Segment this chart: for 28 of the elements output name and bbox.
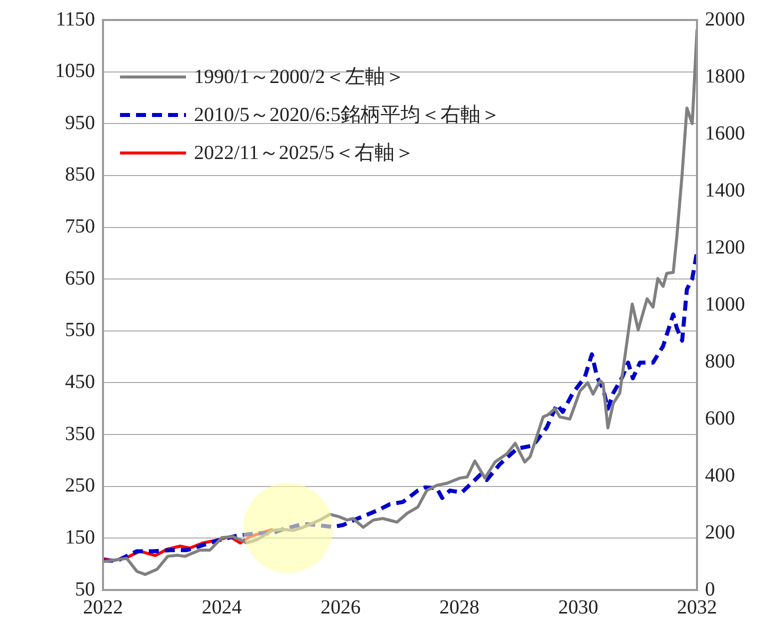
- y-tick-label: 1050: [55, 60, 95, 82]
- y2-tick-label: 400: [705, 464, 735, 486]
- x-tick-label: 2028: [439, 596, 480, 618]
- y-tick-label: 250: [65, 474, 95, 497]
- x-tick-label: 2024: [202, 596, 242, 618]
- y-tick-label: 750: [65, 216, 95, 238]
- legend-label: 2010/5～2020/6:5銘柄平均＜右軸＞: [194, 103, 501, 128]
- y-tick-label: 850: [65, 164, 95, 186]
- y2-tick-label: 1400: [705, 179, 745, 202]
- y-tick-label: 650: [65, 267, 95, 290]
- y2-tick-label: 2000: [705, 8, 745, 30]
- x-tick-label: 2030: [558, 596, 598, 618]
- x-tick-label: 2026: [320, 596, 361, 618]
- legend-label: 2022/11～2025/5＜右軸＞: [194, 141, 414, 166]
- y-tick-label: 1150: [56, 8, 95, 30]
- y2-tick-label: 200: [705, 521, 735, 544]
- y-tick-label: 150: [65, 526, 95, 548]
- legend-label: 1990/1～2000/2＜左軸＞: [194, 65, 406, 90]
- y2-tick-label: 600: [705, 407, 735, 430]
- y2-tick-label: 1200: [705, 236, 745, 258]
- y2-tick-label: 1600: [705, 122, 745, 144]
- y-tick-label: 950: [65, 112, 95, 134]
- y-tick-label: 450: [65, 370, 95, 393]
- y-tick-label: 350: [65, 422, 95, 445]
- y-tick-label: 550: [65, 319, 95, 342]
- y2-tick-label: 1800: [705, 65, 745, 88]
- y2-tick-label: 1000: [705, 293, 745, 316]
- y2-tick-label: 800: [705, 350, 735, 372]
